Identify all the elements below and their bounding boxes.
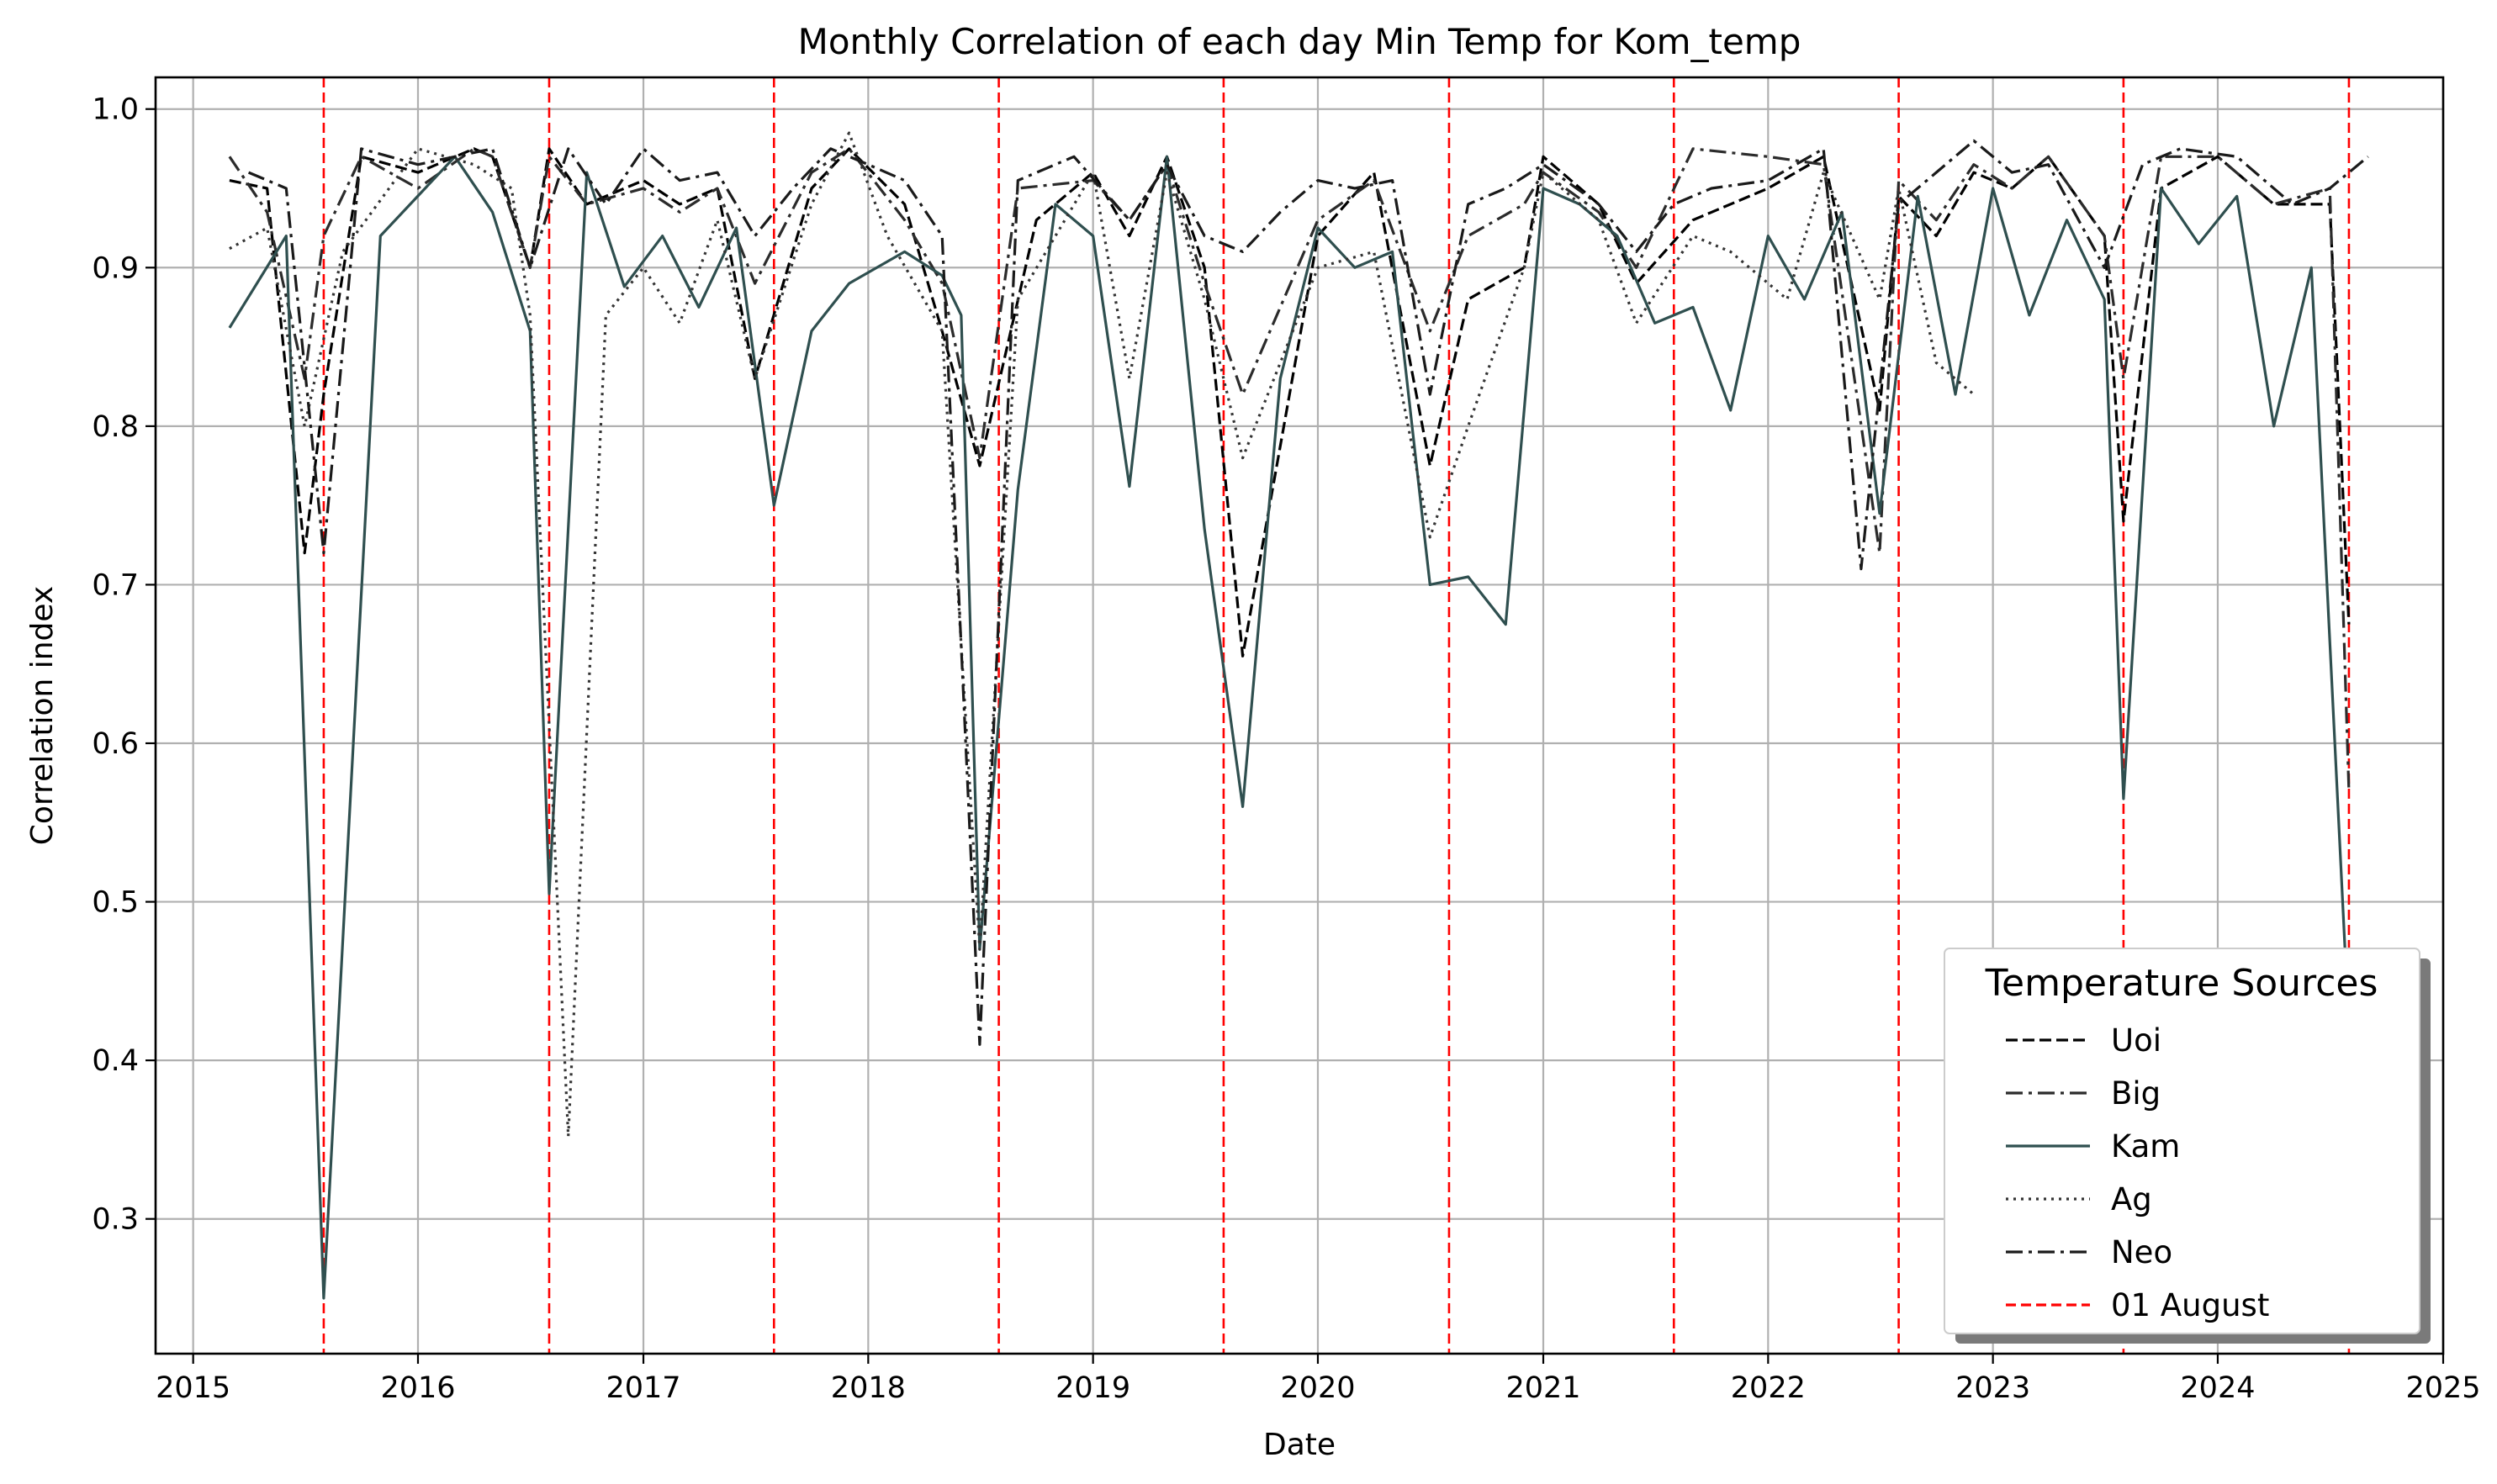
x-tick-label: 2017: [606, 1371, 680, 1405]
plot-frame: [154, 76, 2445, 1355]
series-line-neo: [247, 139, 2369, 1046]
x-tick-label: 2024: [2180, 1371, 2255, 1405]
legend-items: Uoi Big Kam Ag Neo 01 August: [2006, 1022, 2269, 1323]
chart-title: Monthly Correlation of each day Min Temp…: [798, 21, 1801, 62]
x-tick-label: 2020: [1280, 1371, 1355, 1405]
x-tick-label: 2016: [380, 1371, 455, 1405]
y-tick-label: 0.6: [92, 727, 139, 761]
y-axis-label: Correlation index: [25, 586, 60, 845]
legend-entry-label: Big: [2111, 1075, 2161, 1112]
y-tick-label: 0.4: [92, 1044, 139, 1078]
x-axis-label: Date: [1263, 1428, 1336, 1462]
legend-title: Temperature Sources: [1985, 962, 2378, 1005]
legend-entry-label: Neo: [2111, 1234, 2172, 1270]
x-tick-label: 2018: [831, 1371, 906, 1405]
x-tick-label: 2019: [1055, 1371, 1130, 1405]
legend-box: [1944, 948, 2420, 1334]
series-line-big: [228, 147, 2351, 791]
series-lines: [228, 131, 2369, 1300]
y-tick-label: 0.9: [92, 251, 139, 285]
y-tick-label: 0.3: [92, 1203, 139, 1237]
series-line-kam: [228, 155, 2351, 1300]
x-tick-label: 2021: [1505, 1371, 1580, 1405]
legend: Temperature Sources Uoi Big Kam Ag Neo 01 Aug…: [1944, 948, 2431, 1344]
legend-entry-label: Uoi: [2111, 1022, 2161, 1059]
legend-entry-label: Kam: [2111, 1128, 2180, 1164]
x-tick-label: 2015: [156, 1371, 230, 1405]
y-tick-label: 0.7: [92, 568, 139, 602]
y-tick-label: 0.5: [92, 886, 139, 920]
y-tick-label: 1.0: [92, 93, 139, 127]
august-reference-lines: [322, 77, 2351, 1354]
y-tick-label: 0.8: [92, 410, 139, 444]
x-axis: 2015 2016 2017 2018 2019 2020 2021 2022 2023 2024…: [156, 1354, 2481, 1405]
x-tick-label: 2022: [1731, 1371, 1806, 1405]
x-tick-label: 2023: [1955, 1371, 2030, 1405]
legend-entry-label: Ag: [2111, 1181, 2152, 1217]
x-tick-label: 2025: [2405, 1371, 2480, 1405]
y-axis: 0.3 0.4 0.5 0.6 0.7 0.8 0.9 1.0: [92, 93, 156, 1237]
legend-entry-label: 01 August: [2111, 1287, 2269, 1323]
